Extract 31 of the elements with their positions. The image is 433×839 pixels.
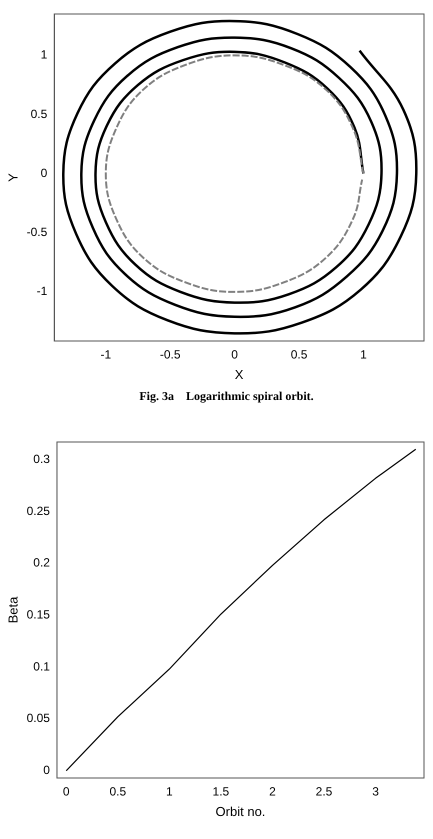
- y-tick-label: -1: [36, 284, 48, 298]
- line-series: [104, 54, 364, 293]
- y-tick-label: 0.05: [26, 711, 50, 726]
- x-tick-label: 2.5: [316, 784, 333, 799]
- x-tick-label: 1.5: [212, 784, 230, 799]
- x-tick-label: 0.5: [290, 348, 308, 362]
- x-tick-label: -1: [100, 348, 112, 362]
- y-tick-label: 1: [40, 48, 48, 62]
- y-tick-label: 0.1: [33, 659, 50, 674]
- x-axis-title: X: [234, 366, 244, 382]
- x-tick-label: 0: [62, 784, 70, 799]
- x-tick-label: 1: [360, 348, 368, 362]
- x-tick-label: 1: [166, 784, 173, 799]
- y-tick-label: 0: [40, 166, 48, 180]
- x-axis-title: Orbit no.: [216, 804, 266, 819]
- x-tick-label: 0: [231, 348, 238, 362]
- y-tick-label: -0.5: [26, 225, 48, 240]
- y-axis-title: Y: [5, 172, 20, 182]
- text: Fig. 3a Logarithmic spiral orbit.: [138, 389, 315, 404]
- y-tick-label: 0.2: [33, 556, 50, 570]
- line-series: [62, 20, 418, 335]
- x-tick-label: 3: [372, 784, 380, 799]
- y-axis-title: Beta: [5, 596, 20, 624]
- y-tick-label: 0.15: [26, 608, 50, 622]
- x-tick-label: -0.5: [160, 348, 181, 362]
- y-tick-label: 0.25: [26, 504, 50, 518]
- y-tick-label: 0.3: [33, 452, 50, 466]
- y-tick-label: 0: [43, 763, 50, 778]
- x-tick-label: 2: [269, 784, 276, 799]
- x-tick-label: 0.5: [109, 784, 126, 799]
- y-tick-label: 0.5: [30, 106, 48, 121]
